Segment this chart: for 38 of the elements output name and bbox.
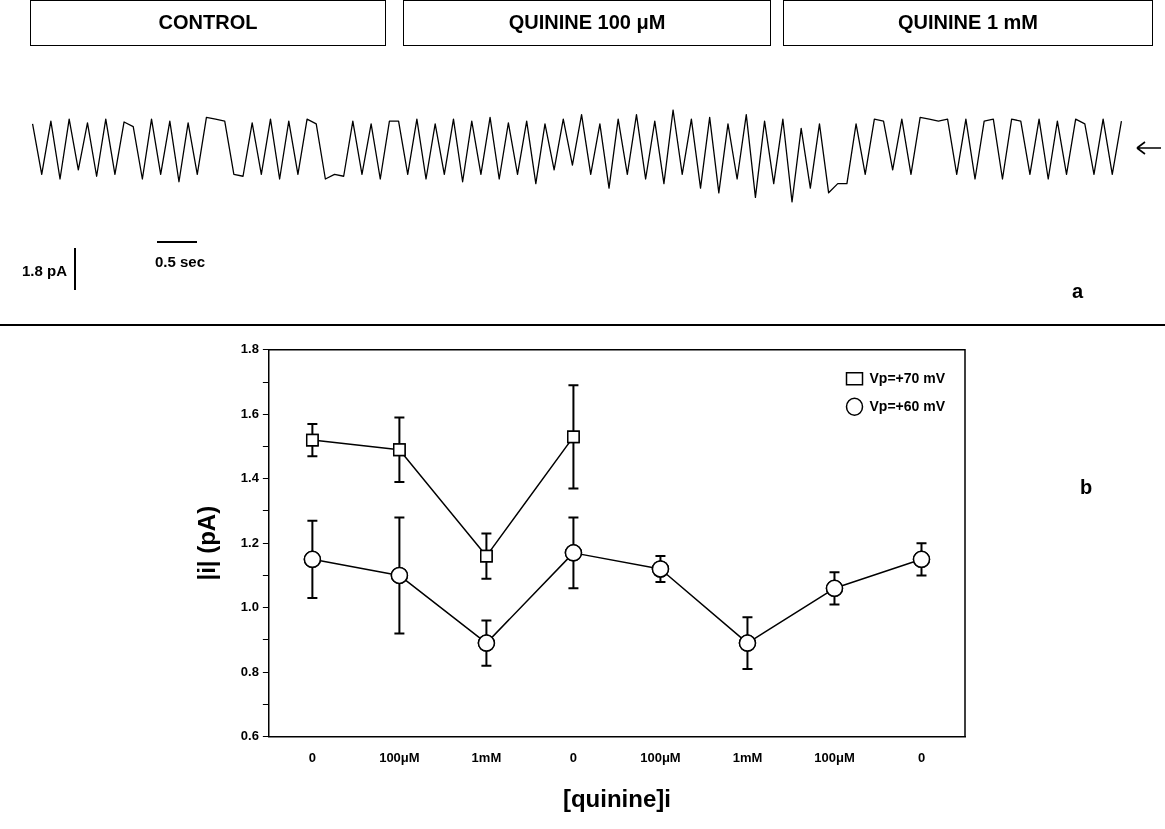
x-tick-label: 0: [569, 749, 578, 765]
point: [303, 550, 322, 569]
x-tick-label: 1mM: [471, 749, 502, 765]
y-tick-label: 1.6: [240, 405, 259, 421]
y-tick-label: 1.8: [240, 341, 259, 357]
y-axis-title: |i| (pA): [193, 505, 221, 581]
point: [392, 443, 406, 457]
text: b: [1080, 476, 1093, 499]
point: [567, 430, 580, 444]
text: 1.8 pA: [22, 262, 68, 279]
legend-label: Vp=+60 mV: [869, 397, 946, 414]
point: [825, 579, 844, 598]
x-axis-title: [quinine]i: [562, 785, 671, 813]
label-box: QUININE 100 μM: [403, 0, 771, 46]
y-tick-label: 1.4: [240, 470, 260, 486]
text: 0.5 sec: [155, 253, 206, 270]
label-box: CONTROL: [30, 0, 386, 46]
point: [390, 566, 409, 585]
point: [305, 433, 319, 447]
point: [738, 634, 757, 652]
legend-label: Vp=+70 mV: [869, 369, 946, 386]
y-tick-label: 1.2: [240, 534, 259, 550]
text: a: [1072, 280, 1084, 303]
point: [564, 544, 583, 562]
x-tick-label: 100μM: [814, 749, 855, 765]
x-tick-label: 100μM: [379, 749, 420, 765]
x-tick-label: 0: [917, 749, 926, 765]
x-tick-label: 100μM: [640, 749, 681, 765]
y-tick-label: 1.0: [240, 599, 259, 615]
x-tick-label: 0: [308, 749, 316, 765]
point: [651, 560, 670, 578]
point: [480, 549, 493, 563]
point: [477, 634, 496, 652]
y-tick-label: 0.8: [240, 663, 259, 679]
point: [912, 550, 931, 569]
label-box: QUININE 1 mM: [783, 0, 1153, 46]
y-tick-label: 0.6: [240, 728, 259, 744]
x-tick-label: 1mM: [732, 749, 763, 765]
